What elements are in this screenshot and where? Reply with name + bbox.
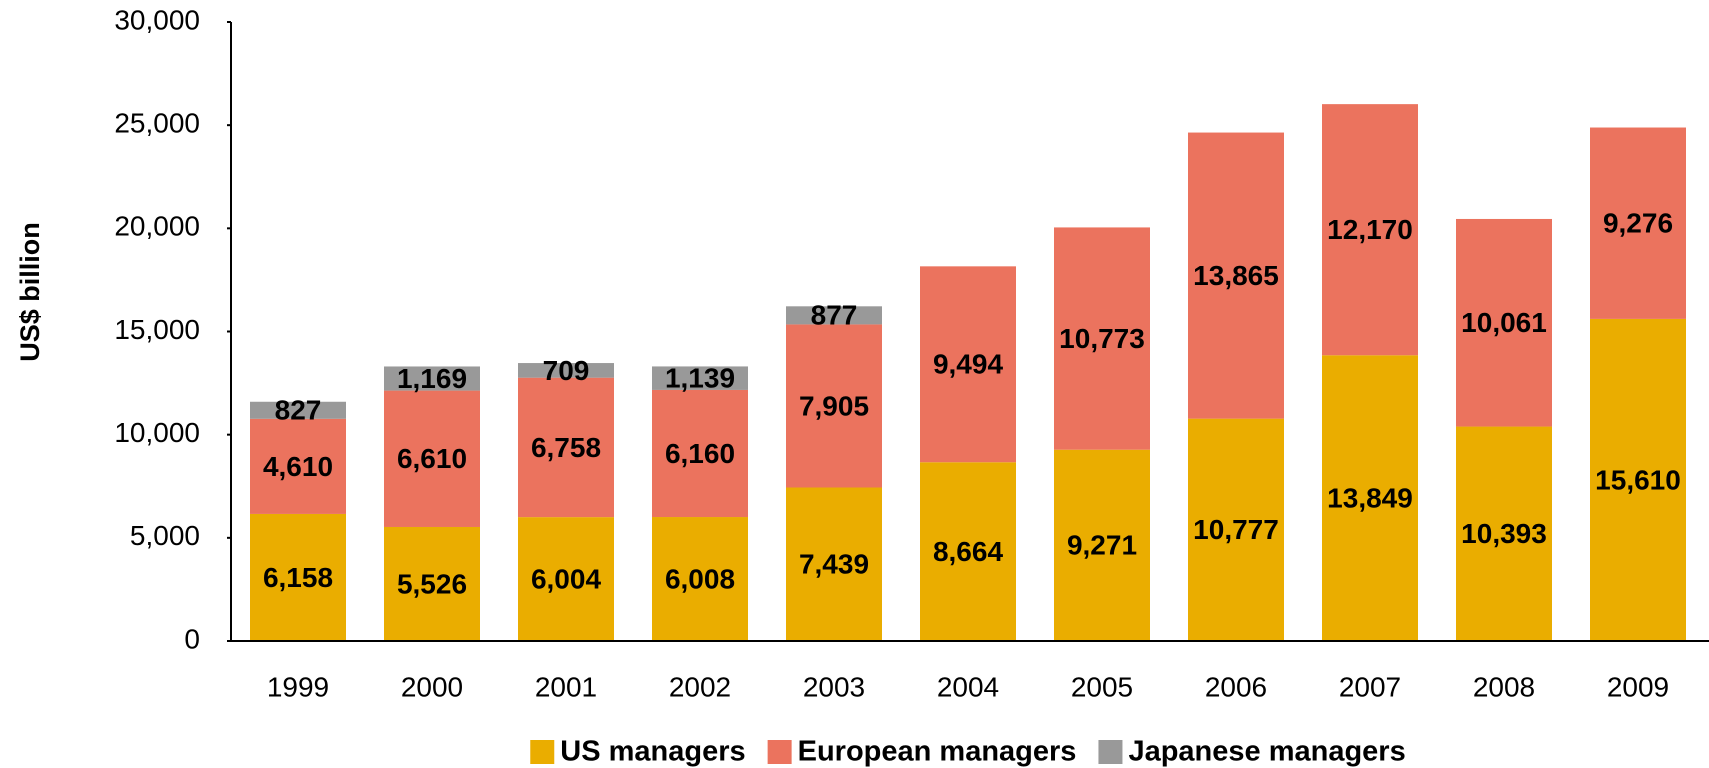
- data-label: 10,061: [1461, 307, 1547, 338]
- x-tick-label: 2008: [1473, 671, 1535, 702]
- bar-segment: [652, 366, 748, 390]
- bar-segment: [1054, 449, 1150, 641]
- bar-segment: [920, 266, 1016, 463]
- data-label: 10,773: [1059, 323, 1145, 354]
- bar-segment: [518, 363, 614, 378]
- bar-segment: [1188, 418, 1284, 641]
- y-tick-label: 5,000: [130, 520, 200, 551]
- data-label: 877: [811, 300, 858, 331]
- y-tick-label: 25,000: [114, 108, 200, 139]
- legend-label: US managers: [560, 736, 745, 768]
- bar-segment: [250, 418, 346, 514]
- bar-segment: [384, 390, 480, 527]
- x-tick-label: 2001: [535, 671, 597, 702]
- bar-segment: [250, 513, 346, 641]
- x-tick-label: 2009: [1607, 671, 1669, 702]
- x-tick-label: 2005: [1071, 671, 1133, 702]
- y-tick-label: 20,000: [114, 211, 200, 242]
- x-tick-label: 2003: [803, 671, 865, 702]
- data-label: 6,158: [263, 562, 333, 593]
- bar-segment: [786, 324, 882, 488]
- legend-swatch: [1098, 740, 1123, 764]
- bar-segment: [518, 377, 614, 518]
- bar-segment: [1456, 426, 1552, 641]
- x-tick-label: 2002: [669, 671, 731, 702]
- bar-segment: [384, 366, 480, 391]
- data-label: 10,777: [1193, 514, 1279, 545]
- data-label: 6,160: [665, 438, 735, 469]
- data-label: 10,393: [1461, 518, 1547, 549]
- data-label: 4,610: [263, 451, 333, 482]
- data-label: 1,169: [397, 363, 467, 394]
- bar-segment: [250, 401, 346, 419]
- data-label: 9,271: [1067, 530, 1137, 561]
- legend-label: European managers: [798, 736, 1077, 768]
- x-tick-label: 1999: [267, 671, 329, 702]
- legend-label: Japanese managers: [1128, 736, 1405, 768]
- y-tick-label: 30,000: [114, 4, 200, 35]
- bar-segment: [1188, 132, 1284, 419]
- bar-segment: [920, 462, 1016, 641]
- data-label: 5,526: [397, 568, 467, 599]
- legend-swatch: [767, 740, 792, 764]
- data-label: 13,865: [1193, 260, 1279, 291]
- bar-segment: [1054, 227, 1150, 450]
- bar-segment: [1322, 104, 1418, 356]
- data-label: 1,139: [665, 363, 735, 394]
- data-label: 7,439: [799, 549, 869, 580]
- x-tick-label: 2000: [401, 671, 463, 702]
- x-tick-label: 2007: [1339, 671, 1401, 702]
- bar-segment: [652, 389, 748, 518]
- data-label: 13,849: [1327, 483, 1413, 514]
- data-label: 9,494: [933, 349, 1003, 380]
- bar-segment: [518, 517, 614, 641]
- data-label: 827: [275, 395, 322, 426]
- bar-segment: [786, 306, 882, 325]
- data-label: 15,610: [1595, 464, 1681, 495]
- bar-segment: [1590, 318, 1686, 641]
- data-label: 9,276: [1603, 208, 1673, 239]
- x-tick-label: 2006: [1205, 671, 1267, 702]
- data-label: 6,758: [531, 432, 601, 463]
- data-label: 6,008: [665, 563, 735, 594]
- y-tick-label: 0: [184, 623, 200, 654]
- data-label: 6,610: [397, 443, 467, 474]
- data-label: 6,004: [531, 563, 601, 594]
- bar-segment: [652, 517, 748, 641]
- bar-segment: [1322, 355, 1418, 641]
- bar-segment: [786, 487, 882, 641]
- data-label: 12,170: [1327, 214, 1413, 245]
- y-axis-label: US$ billion: [15, 222, 45, 362]
- bar-segment: [1456, 218, 1552, 427]
- x-tick-label: 2004: [937, 671, 999, 702]
- bar-segment: [1590, 127, 1686, 319]
- bar-segment: [384, 526, 480, 641]
- legend-swatch: [530, 740, 555, 764]
- data-label: 709: [543, 355, 590, 386]
- y-tick-label: 15,000: [114, 314, 200, 345]
- y-tick-label: 10,000: [114, 417, 200, 448]
- data-label: 8,664: [933, 536, 1003, 567]
- data-label: 7,905: [799, 390, 869, 421]
